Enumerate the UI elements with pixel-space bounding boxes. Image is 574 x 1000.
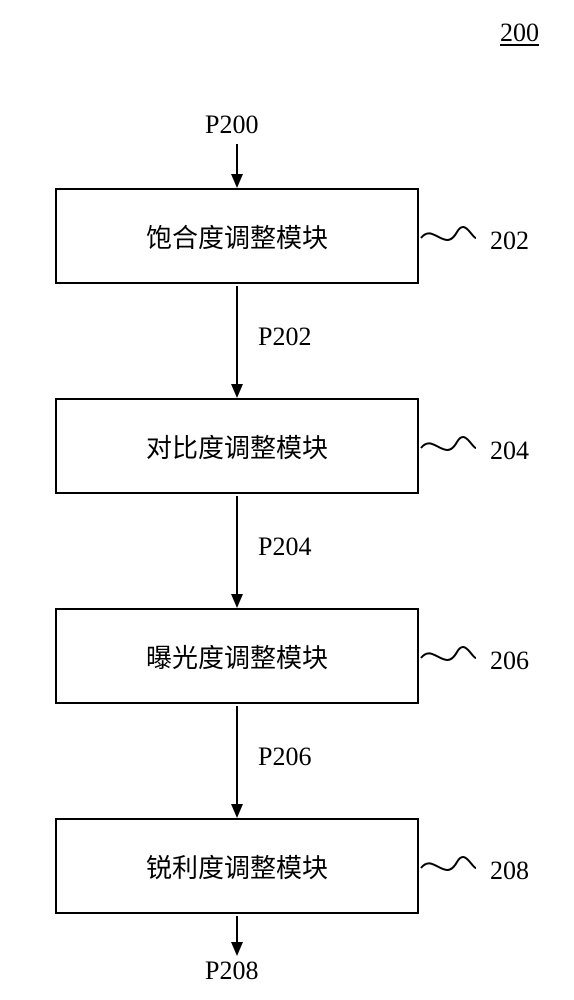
squiggle-3 — [421, 647, 476, 660]
box-exposure-ref: 206 — [490, 646, 529, 676]
box-sharpness: 锐利度调整模块 — [55, 818, 419, 914]
box-contrast: 对比度调整模块 — [55, 398, 419, 494]
squiggle-1 — [421, 227, 476, 240]
connector-label-1: P202 — [258, 322, 311, 352]
box-saturation-label: 饱合度调整模块 — [146, 218, 328, 255]
squiggle-2 — [421, 437, 476, 450]
box-sharpness-ref: 208 — [490, 856, 529, 886]
squiggle-4 — [421, 857, 476, 870]
box-contrast-label: 对比度调整模块 — [146, 428, 328, 465]
box-saturation-ref: 202 — [490, 226, 529, 256]
box-sharpness-label: 锐利度调整模块 — [146, 848, 328, 885]
connector-label-2: P204 — [258, 532, 311, 562]
box-exposure-label: 曝光度调整模块 — [146, 638, 328, 675]
box-saturation: 饱合度调整模块 — [55, 188, 419, 284]
input-signal-label: P200 — [205, 110, 258, 140]
output-signal-label: P208 — [205, 956, 258, 986]
figure-label: 200 — [500, 18, 539, 48]
box-contrast-ref: 204 — [490, 436, 529, 466]
box-exposure: 曝光度调整模块 — [55, 608, 419, 704]
connector-label-3: P206 — [258, 742, 311, 772]
